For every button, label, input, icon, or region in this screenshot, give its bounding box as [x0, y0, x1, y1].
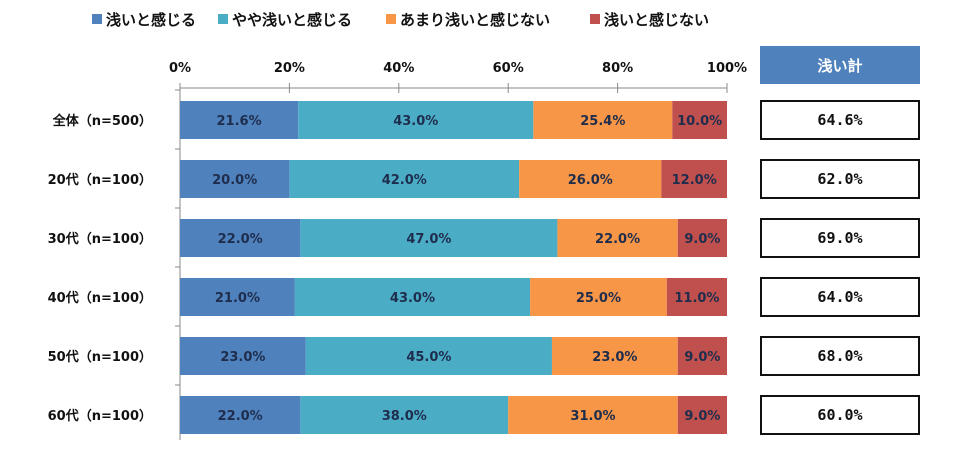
- x-tick-label: 60%: [493, 61, 524, 76]
- bar-segment: [530, 278, 667, 316]
- bar-segment: [289, 160, 520, 198]
- data-label: 43.0%: [390, 291, 435, 306]
- data-label: 23.0%: [220, 350, 265, 365]
- bar-segment: [180, 101, 299, 139]
- data-label: 22.0%: [595, 232, 640, 247]
- data-label: 45.0%: [406, 350, 451, 365]
- category-label: 全体（n=500）: [52, 113, 152, 129]
- data-label: 23.0%: [592, 350, 637, 365]
- data-label: 11.0%: [674, 291, 719, 306]
- data-label: 47.0%: [406, 232, 451, 247]
- total-value: 62.0%: [760, 159, 920, 199]
- category-label: 50代（n=100）: [48, 349, 152, 365]
- category-label: 30代（n=100）: [48, 231, 152, 247]
- data-label: 9.0%: [684, 232, 720, 247]
- bar-segment: [677, 337, 727, 375]
- bar-segment: [180, 337, 306, 375]
- x-tick-label: 80%: [602, 61, 633, 76]
- bar-segment: [294, 278, 531, 316]
- total-value: 69.0%: [760, 218, 920, 258]
- data-label: 9.0%: [684, 350, 720, 365]
- bar-segment: [180, 219, 301, 257]
- total-value: 64.6%: [760, 100, 920, 140]
- bar-segment: [305, 337, 552, 375]
- data-label: 21.6%: [217, 114, 262, 129]
- bar-segment: [661, 160, 727, 198]
- data-label: 38.0%: [382, 409, 427, 424]
- category-label: 40代（n=100）: [48, 290, 152, 306]
- bar-segment: [672, 101, 727, 139]
- bar-segment: [519, 160, 662, 198]
- data-label: 22.0%: [218, 232, 263, 247]
- legend-label: 浅いと感じる: [106, 11, 196, 29]
- data-label: 42.0%: [382, 173, 427, 188]
- data-label: 20.0%: [212, 173, 257, 188]
- legend-label: 浅いと感じない: [604, 11, 709, 29]
- legend-swatch: [386, 14, 396, 24]
- data-label: 26.0%: [568, 173, 613, 188]
- legend-swatch: [92, 14, 102, 24]
- legend-swatch: [218, 14, 228, 24]
- data-label: 22.0%: [218, 409, 263, 424]
- data-label: 12.0%: [672, 173, 717, 188]
- bar-segment: [298, 101, 534, 139]
- bar-segment: [677, 396, 727, 434]
- x-tick-label: 100%: [707, 61, 747, 76]
- x-tick-label: 40%: [383, 61, 414, 76]
- data-label: 25.4%: [580, 114, 625, 129]
- total-value: 68.0%: [760, 336, 920, 376]
- total-header: 浅い計: [760, 46, 920, 84]
- legend-label: やや浅いと感じる: [232, 11, 352, 29]
- bar-segment: [300, 219, 558, 257]
- data-label: 21.0%: [215, 291, 260, 306]
- x-tick-label: 0%: [169, 61, 191, 76]
- data-label: 10.0%: [677, 114, 722, 129]
- total-value: 64.0%: [760, 277, 920, 317]
- total-value: 60.0%: [760, 395, 920, 435]
- bar-segment: [551, 337, 678, 375]
- bar-segment: [677, 219, 727, 257]
- data-label: 9.0%: [684, 409, 720, 424]
- legend-label: あまり浅いと感じない: [400, 11, 550, 29]
- bar-segment: [533, 101, 673, 139]
- category-label: 60代（n=100）: [48, 408, 152, 424]
- bar-segment: [557, 219, 678, 257]
- bar-segment: [180, 160, 290, 198]
- bar-segment: [180, 278, 295, 316]
- bar-segment: [508, 396, 678, 434]
- bar-segment: [180, 396, 301, 434]
- bar-segment: [300, 396, 509, 434]
- x-tick-label: 20%: [274, 61, 305, 76]
- category-label: 20代（n=100）: [48, 172, 152, 188]
- data-label: 31.0%: [570, 409, 615, 424]
- bar-segment: [666, 278, 727, 316]
- legend-swatch: [590, 14, 600, 24]
- data-label: 43.0%: [393, 114, 438, 129]
- data-label: 25.0%: [576, 291, 621, 306]
